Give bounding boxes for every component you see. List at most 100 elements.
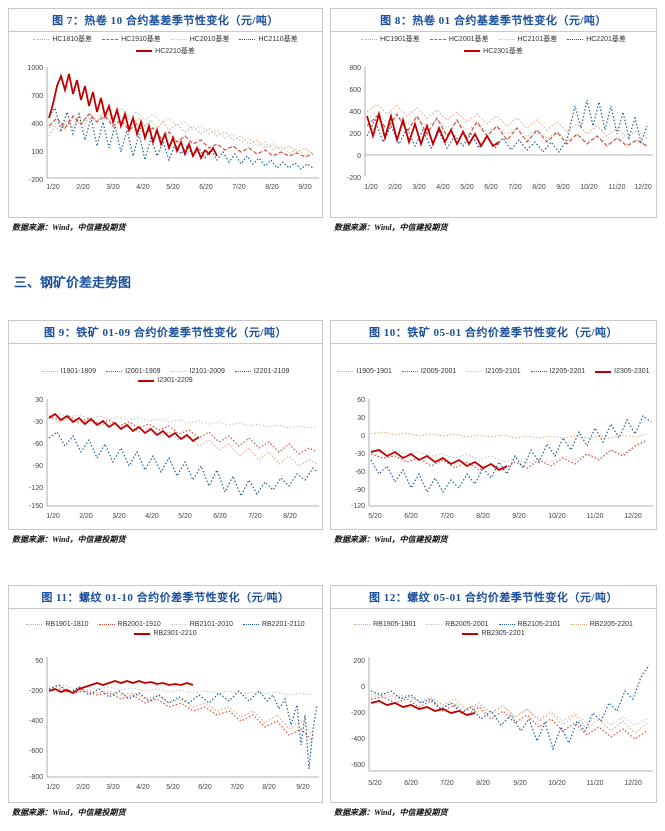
legend-item: RB2101-2010 xyxy=(170,621,233,628)
svg-text:600: 600 xyxy=(349,87,361,94)
svg-text:-30: -30 xyxy=(33,419,43,426)
svg-text:-400: -400 xyxy=(29,718,43,725)
svg-text:2/20: 2/20 xyxy=(76,184,90,191)
svg-text:8/20: 8/20 xyxy=(265,184,279,191)
legend-item: I2201-2109 xyxy=(234,368,289,375)
legend-item: RB2301-2210 xyxy=(134,630,197,637)
svg-text:8/20: 8/20 xyxy=(476,513,490,520)
panel-fig7: 图 7：热卷 10 合约基差季节性变化（元/吨） HC1810基差 HC1910… xyxy=(8,8,323,218)
panel-title-fig8: 图 8：热卷 01 合约基差季节性变化（元/吨） xyxy=(331,9,656,32)
legend-item: RB1905-1901 xyxy=(354,621,416,628)
svg-text:8/20: 8/20 xyxy=(262,784,276,791)
svg-text:7/20: 7/20 xyxy=(232,184,246,191)
svg-text:0: 0 xyxy=(361,684,365,691)
source-fig7: 数据来源：Wind，中信建投期货 xyxy=(12,223,126,232)
panel-title-text-fig9: 图 9：铁矿 01-09 合约价差季节性变化（元/吨） xyxy=(44,327,287,339)
legend-item: HC2110基差 xyxy=(239,34,298,44)
svg-text:6/20: 6/20 xyxy=(198,784,212,791)
svg-text:9/20: 9/20 xyxy=(513,780,527,787)
panel-fig11: 图 11：螺纹 01-10 合约价差季节性变化（元/吨） RB1901-1810… xyxy=(8,585,323,803)
svg-text:6/20: 6/20 xyxy=(484,184,498,191)
svg-text:7/20: 7/20 xyxy=(440,513,454,520)
legend-item: RB2201-2110 xyxy=(242,621,305,628)
svg-text:5/20: 5/20 xyxy=(368,513,382,520)
svg-text:-30: -30 xyxy=(355,451,365,458)
section-title: 三、钢矿价差走势图 xyxy=(14,275,132,290)
svg-text:60: 60 xyxy=(357,397,365,404)
legend-item: HC2210基差 xyxy=(136,46,195,56)
legend-item: I2305-2301 xyxy=(595,368,650,375)
panel-title-text-fig10: 图 10：铁矿 05-01 合约价差季节性变化（元/吨） xyxy=(369,327,618,339)
svg-text:5/20: 5/20 xyxy=(166,184,180,191)
svg-text:-150: -150 xyxy=(29,503,43,510)
svg-text:12/20: 12/20 xyxy=(634,184,652,191)
svg-text:-600: -600 xyxy=(29,748,43,755)
svg-text:11/20: 11/20 xyxy=(609,184,626,191)
svg-text:7/20: 7/20 xyxy=(508,184,522,191)
svg-text:-90: -90 xyxy=(33,463,43,470)
legend-item: HC2301基差 xyxy=(464,46,523,56)
svg-text:-800: -800 xyxy=(29,774,43,781)
svg-text:6/20: 6/20 xyxy=(404,780,418,787)
svg-text:30: 30 xyxy=(35,397,43,404)
svg-text:6/20: 6/20 xyxy=(199,184,213,191)
plot-fig8: 800 600 400 200 0 -200 1/20 2/20 3/20 4/… xyxy=(331,56,658,216)
legend-item: HC2101基差 xyxy=(498,34,557,44)
svg-text:10/20: 10/20 xyxy=(548,780,566,787)
svg-text:-60: -60 xyxy=(355,469,365,476)
plot-fig7: 1000 700 400 100 -200 1/20 2/20 3/20 4/2… xyxy=(9,56,324,216)
legend-fig12: RB1905-1901 RB2005-2001 RB2105-2101 RB22… xyxy=(331,621,656,637)
panel-body-fig11: RB1901-1810 RB2001-1910 RB2101-2010 RB22… xyxy=(9,609,322,804)
svg-text:12/20: 12/20 xyxy=(624,780,642,787)
svg-text:4/20: 4/20 xyxy=(136,784,150,791)
svg-text:5/20: 5/20 xyxy=(368,780,382,787)
svg-text:8/20: 8/20 xyxy=(476,780,490,787)
legend-item: I2105-2101 xyxy=(466,368,521,375)
svg-text:2/20: 2/20 xyxy=(76,784,90,791)
panel-title-text-fig12: 图 12：螺纹 05-01 合约价差季节性变化（元/吨） xyxy=(369,592,618,604)
legend-item: I1905-1901 xyxy=(337,368,392,375)
svg-text:7/20: 7/20 xyxy=(248,513,262,520)
svg-text:1/20: 1/20 xyxy=(46,513,60,520)
legend-fig7: HC1810基差 HC1910基差 HC2010基差 HC2110基差 HC22… xyxy=(9,34,322,56)
svg-text:8/20: 8/20 xyxy=(283,513,297,520)
legend-item: I2205-2201 xyxy=(530,368,585,375)
svg-text:11/20: 11/20 xyxy=(587,780,604,787)
panel-title-fig10: 图 10：铁矿 05-01 合约价差季节性变化（元/吨） xyxy=(331,321,656,344)
svg-text:7/20: 7/20 xyxy=(440,780,454,787)
svg-text:0: 0 xyxy=(357,153,361,160)
svg-text:9/20: 9/20 xyxy=(296,784,310,791)
legend-item: HC2010基差 xyxy=(170,34,229,44)
svg-text:10/20: 10/20 xyxy=(548,513,566,520)
legend-item: HC1910基差 xyxy=(102,34,161,44)
svg-text:7/20: 7/20 xyxy=(230,784,244,791)
legend-fig9: I1901-1809 I2001-1909 I2101-2009 I2201-2… xyxy=(9,368,322,384)
svg-text:5/20: 5/20 xyxy=(178,513,192,520)
source-fig9: 数据来源：Wind，中信建投期货 xyxy=(12,535,126,544)
svg-text:8/20: 8/20 xyxy=(532,184,546,191)
legend-item: HC2001基差 xyxy=(429,34,489,44)
svg-text:2/20: 2/20 xyxy=(388,184,402,191)
svg-text:-60: -60 xyxy=(33,441,43,448)
legend-item: HC2201基差 xyxy=(567,34,626,44)
panel-body-fig7: HC1810基差 HC1910基差 HC2010基差 HC2110基差 HC22… xyxy=(9,32,322,219)
legend-fig11: RB1901-1810 RB2001-1910 RB2101-2010 RB22… xyxy=(9,621,322,637)
svg-text:2/20: 2/20 xyxy=(79,513,93,520)
panel-fig9: 图 9：铁矿 01-09 合约价差季节性变化（元/吨） I1901-1809 I… xyxy=(8,320,323,530)
source-fig8: 数据来源：Wind，中信建投期货 xyxy=(334,223,448,232)
panel-body-fig8: HC1901基差 HC2001基差 HC2101基差 HC2201基差 HC23… xyxy=(331,32,656,219)
legend-item: I1901-1809 xyxy=(41,368,96,375)
svg-text:700: 700 xyxy=(31,93,43,100)
svg-text:-90: -90 xyxy=(355,487,365,494)
svg-text:100: 100 xyxy=(31,149,43,156)
svg-text:-120: -120 xyxy=(351,503,365,510)
panel-title-fig12: 图 12：螺纹 05-01 合约价差季节性变化（元/吨） xyxy=(331,586,656,609)
svg-text:400: 400 xyxy=(31,121,43,128)
svg-text:-200: -200 xyxy=(29,688,43,695)
svg-text:5/20: 5/20 xyxy=(166,784,180,791)
legend-item: RB2105-2101 xyxy=(498,621,561,628)
panel-fig12: 图 12：螺纹 05-01 合约价差季节性变化（元/吨） RB1905-1901… xyxy=(330,585,657,803)
svg-text:1/20: 1/20 xyxy=(46,784,60,791)
panel-body-fig10: I1905-1901 I2005-2001 I2105-2101 I2205-2… xyxy=(331,344,656,531)
svg-text:1/20: 1/20 xyxy=(364,184,378,191)
